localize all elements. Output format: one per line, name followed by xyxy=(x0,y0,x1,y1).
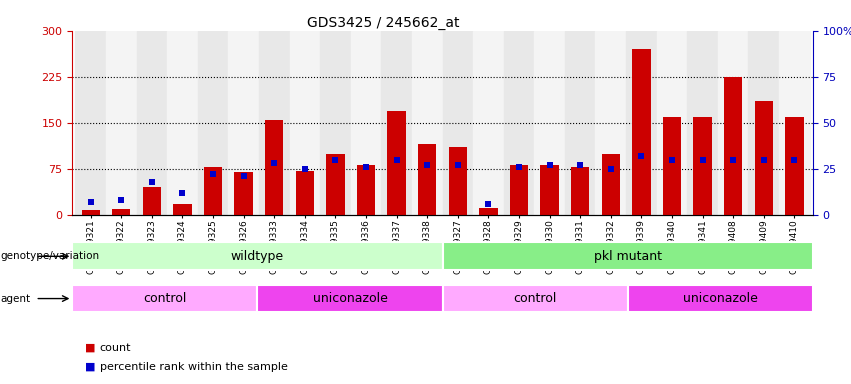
Bar xyxy=(174,204,191,215)
Bar xyxy=(534,31,565,215)
Bar xyxy=(197,31,228,215)
Bar xyxy=(663,117,681,215)
Bar xyxy=(626,31,657,215)
Bar xyxy=(320,31,351,215)
Text: percentile rank within the sample: percentile rank within the sample xyxy=(100,362,288,372)
Bar xyxy=(351,31,381,215)
Bar xyxy=(167,31,197,215)
Bar xyxy=(443,285,627,313)
Bar xyxy=(289,31,320,215)
Text: agent: agent xyxy=(1,293,31,304)
Text: uniconazole: uniconazole xyxy=(312,292,387,305)
Bar xyxy=(143,187,161,215)
Bar xyxy=(257,285,443,313)
Bar xyxy=(357,165,375,215)
Bar xyxy=(106,31,136,215)
Bar xyxy=(504,31,534,215)
Bar xyxy=(136,31,167,215)
Bar xyxy=(82,210,100,215)
Bar xyxy=(785,117,803,215)
Bar xyxy=(688,31,718,215)
Text: genotype/variation: genotype/variation xyxy=(1,251,100,262)
Bar xyxy=(724,77,742,215)
Bar xyxy=(259,31,289,215)
Title: GDS3425 / 245662_at: GDS3425 / 245662_at xyxy=(307,16,460,30)
Bar xyxy=(112,209,130,215)
Bar xyxy=(540,165,559,215)
Bar xyxy=(72,285,257,313)
Text: uniconazole: uniconazole xyxy=(683,292,757,305)
Bar xyxy=(72,243,443,270)
Bar xyxy=(571,167,590,215)
Text: ■: ■ xyxy=(85,343,95,353)
Bar xyxy=(479,208,498,215)
Bar xyxy=(755,101,773,215)
Bar xyxy=(204,167,222,215)
Bar xyxy=(510,165,528,215)
Bar xyxy=(387,111,406,215)
Bar xyxy=(718,31,749,215)
Bar xyxy=(443,243,813,270)
Bar xyxy=(657,31,688,215)
Bar xyxy=(473,31,504,215)
Bar xyxy=(602,154,620,215)
Bar xyxy=(596,31,626,215)
Bar xyxy=(632,49,650,215)
Text: wildtype: wildtype xyxy=(231,250,284,263)
Text: pkl mutant: pkl mutant xyxy=(594,250,661,263)
Bar xyxy=(448,147,467,215)
Bar xyxy=(228,31,259,215)
Bar xyxy=(418,144,437,215)
Text: count: count xyxy=(100,343,131,353)
Bar xyxy=(627,285,813,313)
Bar xyxy=(326,154,345,215)
Text: control: control xyxy=(143,292,186,305)
Text: control: control xyxy=(513,292,557,305)
Bar xyxy=(265,120,283,215)
Bar xyxy=(779,31,809,215)
Bar xyxy=(381,31,412,215)
Text: ■: ■ xyxy=(85,362,95,372)
Bar xyxy=(76,31,106,215)
Bar xyxy=(295,171,314,215)
Bar xyxy=(694,117,711,215)
Bar xyxy=(412,31,443,215)
Bar xyxy=(443,31,473,215)
Bar xyxy=(565,31,596,215)
Bar xyxy=(235,172,253,215)
Bar xyxy=(749,31,779,215)
